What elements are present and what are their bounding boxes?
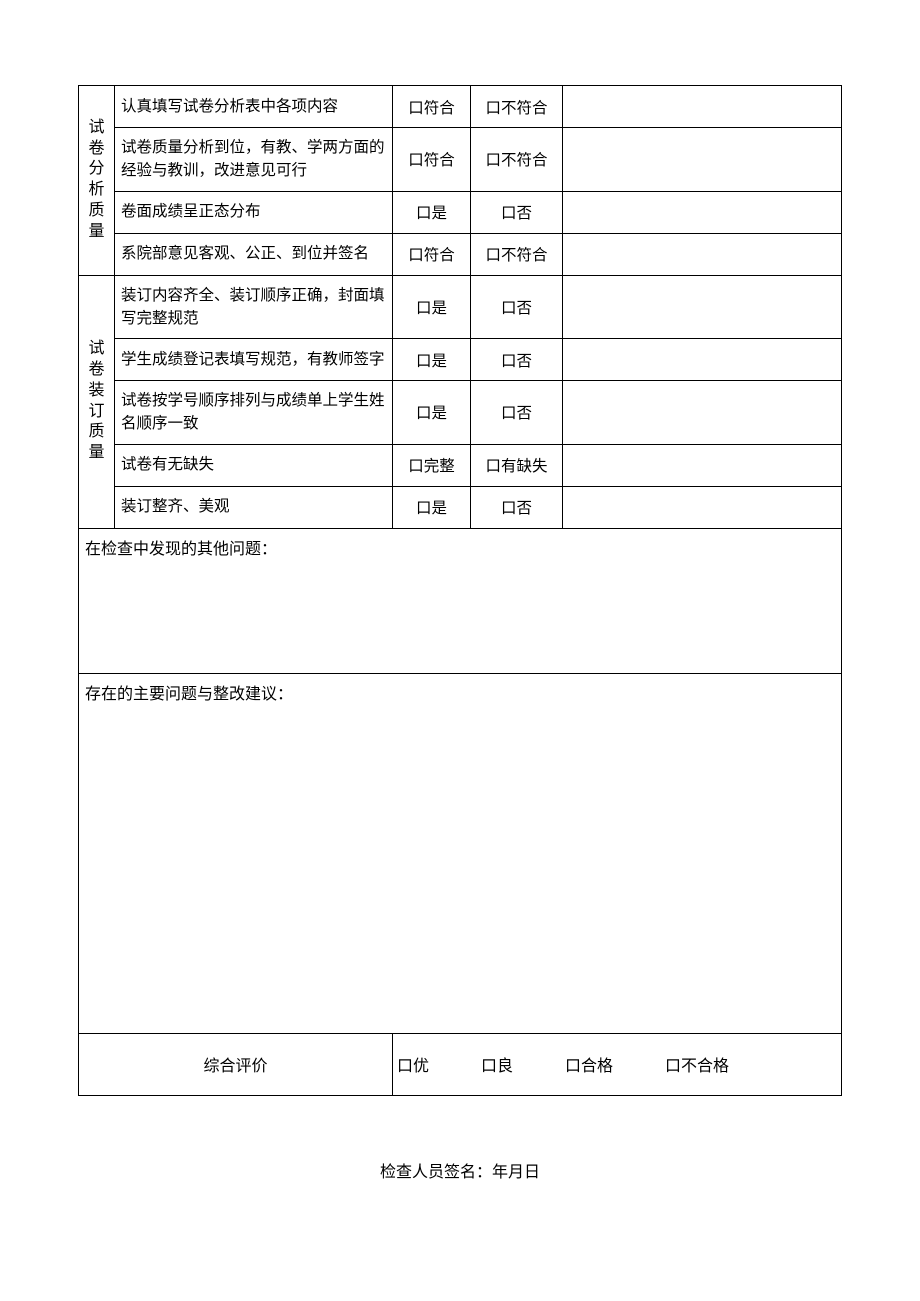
binding-criterion-2: 试卷按学号顺序排列与成绩单上学生姓名顺序一致 [115,381,393,445]
analysis-criterion-1: 试卷质量分析到位，有教、学两方面的经验与教训，改进意见可行 [115,128,393,192]
analysis-row-2: 卷面成绩呈正态分布 口是 口否 [79,191,842,233]
analysis-section-header: 试卷分析质量 [79,86,115,276]
binding-opt1-0[interactable]: 口是 [393,275,471,339]
binding-section-header: 试卷装订质量 [79,275,115,528]
analysis-opt1-0[interactable]: 口符合 [393,86,471,128]
analysis-opt1-3[interactable]: 口符合 [393,233,471,275]
analysis-row-3: 系院部意见客观、公正、到位并签名 口符合 口不符合 [79,233,842,275]
binding-row-2: 试卷按学号顺序排列与成绩单上学生姓名顺序一致 口是 口否 [79,381,842,445]
binding-notes-2[interactable] [563,381,842,445]
binding-opt2-3[interactable]: 口有缺失 [471,444,563,486]
analysis-row-0: 试卷分析质量 认真填写试卷分析表中各项内容 口符合 口不符合 [79,86,842,128]
analysis-opt2-0[interactable]: 口不符合 [471,86,563,128]
rating-opt-fail[interactable]: 口不合格 [665,1052,729,1076]
analysis-criterion-0: 认真填写试卷分析表中各项内容 [115,86,393,128]
rating-row: 综合评价 口优 口良 口合格 口不合格 [79,1033,842,1095]
rating-opt-good[interactable]: 口良 [481,1052,513,1076]
binding-notes-1[interactable] [563,339,842,381]
other-issues-cell[interactable]: 在检查中发现的其他问题： [79,528,842,673]
other-issues-row: 在检查中发现的其他问题： [79,528,842,673]
analysis-notes-1[interactable] [563,128,842,192]
suggestions-cell[interactable]: 存在的主要问题与整改建议： [79,673,842,1033]
rating-options[interactable]: 口优 口良 口合格 口不合格 [393,1033,842,1095]
suggestions-row: 存在的主要问题与整改建议： [79,673,842,1033]
binding-opt2-4[interactable]: 口否 [471,486,563,528]
suggestions-label: 存在的主要问题与整改建议： [85,686,293,703]
binding-opt1-2[interactable]: 口是 [393,381,471,445]
analysis-opt1-2[interactable]: 口是 [393,191,471,233]
binding-criterion-0: 装订内容齐全、装订顺序正确，封面填写完整规范 [115,275,393,339]
analysis-notes-0[interactable] [563,86,842,128]
binding-opt1-3[interactable]: 口完整 [393,444,471,486]
binding-row-0: 试卷装订质量 装订内容齐全、装订顺序正确，封面填写完整规范 口是 口否 [79,275,842,339]
binding-opt1-1[interactable]: 口是 [393,339,471,381]
analysis-criterion-3: 系院部意见客观、公正、到位并签名 [115,233,393,275]
binding-criterion-3: 试卷有无缺失 [115,444,393,486]
binding-row-3: 试卷有无缺失 口完整 口有缺失 [79,444,842,486]
binding-opt2-2[interactable]: 口否 [471,381,563,445]
binding-criterion-1: 学生成绩登记表填写规范，有教师签字 [115,339,393,381]
analysis-notes-3[interactable] [563,233,842,275]
binding-criterion-4: 装订整齐、美观 [115,486,393,528]
rating-label: 综合评价 [79,1033,393,1095]
rating-opt-excellent[interactable]: 口优 [397,1052,429,1076]
other-issues-label: 在检查中发现的其他问题： [85,541,277,558]
analysis-opt2-3[interactable]: 口不符合 [471,233,563,275]
binding-notes-4[interactable] [563,486,842,528]
binding-notes-3[interactable] [563,444,842,486]
analysis-criterion-2: 卷面成绩呈正态分布 [115,191,393,233]
binding-opt2-1[interactable]: 口否 [471,339,563,381]
analysis-row-1: 试卷质量分析到位，有教、学两方面的经验与教训，改进意见可行 口符合 口不符合 [79,128,842,192]
binding-notes-0[interactable] [563,275,842,339]
binding-row-4: 装订整齐、美观 口是 口否 [79,486,842,528]
binding-opt1-4[interactable]: 口是 [393,486,471,528]
inspection-form-table: 试卷分析质量 认真填写试卷分析表中各项内容 口符合 口不符合 试卷质量分析到位，… [78,85,842,1096]
signature-line: 检查人员签名：年月日 [78,1158,842,1182]
analysis-opt1-1[interactable]: 口符合 [393,128,471,192]
analysis-notes-2[interactable] [563,191,842,233]
analysis-opt2-1[interactable]: 口不符合 [471,128,563,192]
rating-opt-pass[interactable]: 口合格 [565,1052,613,1076]
analysis-opt2-2[interactable]: 口否 [471,191,563,233]
binding-row-1: 学生成绩登记表填写规范，有教师签字 口是 口否 [79,339,842,381]
binding-opt2-0[interactable]: 口否 [471,275,563,339]
